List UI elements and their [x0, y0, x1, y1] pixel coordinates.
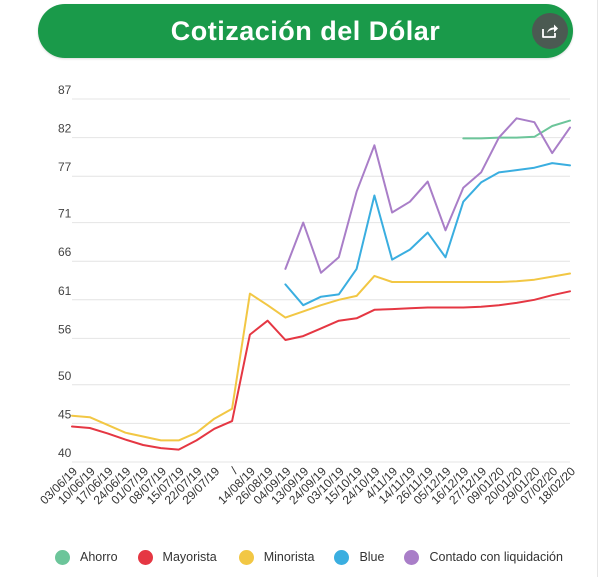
legend-swatch [404, 549, 420, 565]
y-tick-label: 56 [58, 322, 72, 336]
page-title: Cotización del Dólar [170, 16, 441, 46]
header-banner: Cotización del Dólar [38, 4, 573, 58]
y-axis-labels: 87 82 77 71 66 61 56 50 45 40 [58, 83, 72, 460]
legend-label: Mayorista [162, 550, 217, 564]
share-button[interactable] [532, 13, 568, 49]
y-tick-label: 61 [58, 284, 72, 298]
legend-item[interactable]: Ahorro [55, 549, 118, 565]
legend-swatch [55, 549, 70, 565]
y-tick-label: 77 [58, 160, 72, 174]
y-tick-label: 66 [58, 245, 72, 259]
series-line-ahorro [462, 119, 571, 140]
y-tick-label: 87 [58, 83, 72, 97]
y-tick-label: 71 [58, 207, 72, 221]
legend-item[interactable]: Mayorista [137, 549, 217, 565]
page-divider [597, 0, 598, 577]
legend-label: Minorista [263, 550, 315, 564]
legend-item[interactable]: Minorista [238, 549, 315, 565]
y-tick-label: 40 [58, 446, 72, 460]
legend-swatch [137, 549, 153, 565]
share-icon [542, 24, 558, 38]
series-line-mayorista [71, 290, 571, 451]
series-line-minorista [71, 272, 571, 442]
chart: 87 82 77 71 66 61 56 50 45 40 03/06/1910/06/1917/… [37, 83, 578, 507]
series-line-blue [284, 162, 571, 307]
legend-swatch [334, 549, 350, 565]
legend-label: Ahorro [80, 550, 118, 564]
legend-label: Contado con liquidación [429, 550, 563, 564]
legend-item[interactable]: Blue [334, 549, 385, 565]
legend-swatch [238, 549, 254, 565]
grid-layer [72, 98, 570, 463]
x-axis-labels: 03/06/1910/06/1917/06/1924/06/1901/07/19… [37, 464, 578, 507]
series-line-contado-con-liquidación [284, 117, 571, 274]
y-tick-label: 50 [58, 369, 72, 383]
legend: Ahorro Mayorista Minorista Blue Contado con … [55, 547, 563, 567]
y-tick-label: 82 [58, 122, 72, 136]
legend-item[interactable]: Contado con liquidación [404, 549, 563, 565]
series-layer [71, 117, 571, 451]
legend-label: Blue [359, 550, 385, 564]
y-tick-label: 45 [58, 407, 72, 421]
